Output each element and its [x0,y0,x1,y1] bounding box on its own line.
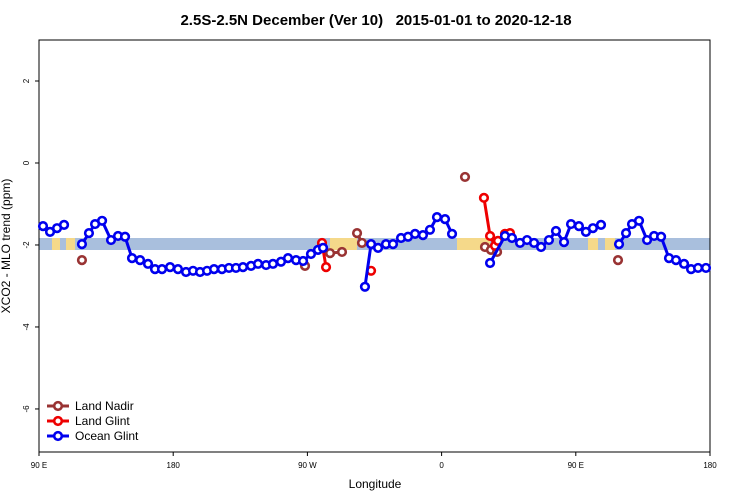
point [237,262,249,273]
land-band [330,238,357,250]
point [506,232,518,244]
point [282,252,294,264]
point [134,255,146,266]
x-tick-label: 0 [439,461,444,470]
x-tick-label: 90 W [298,461,317,470]
plot-frame [38,39,711,453]
point [164,262,176,273]
point [156,264,168,275]
point [573,221,585,232]
point [528,237,540,249]
legend-marker [52,430,64,442]
y-tick-label: -2 [22,241,31,249]
point [417,230,429,241]
point [387,239,399,250]
point [356,237,368,249]
point [297,255,309,267]
point [446,228,458,240]
point [641,234,653,246]
point [172,264,184,275]
point [565,218,577,230]
point [424,224,436,235]
legend-marker [52,415,64,427]
point [558,237,570,248]
point [478,192,490,203]
point [550,225,562,237]
point [267,258,279,269]
point [208,264,220,275]
series [76,171,624,271]
x-tick-label: 180 [167,461,181,470]
point [484,257,496,269]
point [655,231,667,242]
point [96,215,108,226]
chart-title: 2.5S-2.5N December (Ver 10) 2015-01-01 t… [180,12,571,29]
land-band [605,238,615,250]
point [633,215,645,226]
point [535,241,547,253]
land-band [588,238,598,250]
point [83,227,95,239]
point [595,219,607,230]
point [351,227,363,239]
point [305,248,317,260]
point [320,262,332,273]
x-tick-label: 90 E [31,461,47,470]
point [317,242,329,253]
point [126,252,138,264]
point [372,242,384,253]
legend-label: Ocean Glint [75,429,139,443]
point [620,227,632,239]
point [76,255,88,266]
x-tick-label: 90 E [568,461,584,470]
x-axis-label: Longitude [349,477,402,491]
legend-label: Land Glint [75,414,130,428]
point [409,228,421,240]
y-axis-label: XCO2 - MLO trend (ppm) [0,179,13,314]
point [252,258,264,269]
point [76,239,88,250]
point [587,223,599,234]
point [431,211,443,223]
point [37,221,49,232]
point [484,230,496,242]
series [37,211,712,292]
y-tick-label: -6 [22,405,31,413]
point [336,246,348,258]
point [459,171,471,183]
point [700,262,712,274]
land-band [66,238,75,250]
y-tick-label: 0 [22,160,31,165]
point [324,248,336,259]
point [359,281,371,292]
point [692,262,704,274]
point [613,239,625,250]
y-tick-label: 2 [22,78,31,83]
point [439,214,451,225]
point [612,255,624,266]
point [119,231,131,242]
legend-label: Land Nadir [75,399,134,413]
point [543,234,555,246]
y-tick-label: -4 [22,323,31,331]
point [105,234,117,246]
point [142,258,154,269]
x-tick-label: 180 [703,461,717,470]
point [678,258,690,269]
point [670,255,682,266]
legend-marker [52,400,64,412]
point [58,219,70,230]
land-band [52,238,60,250]
